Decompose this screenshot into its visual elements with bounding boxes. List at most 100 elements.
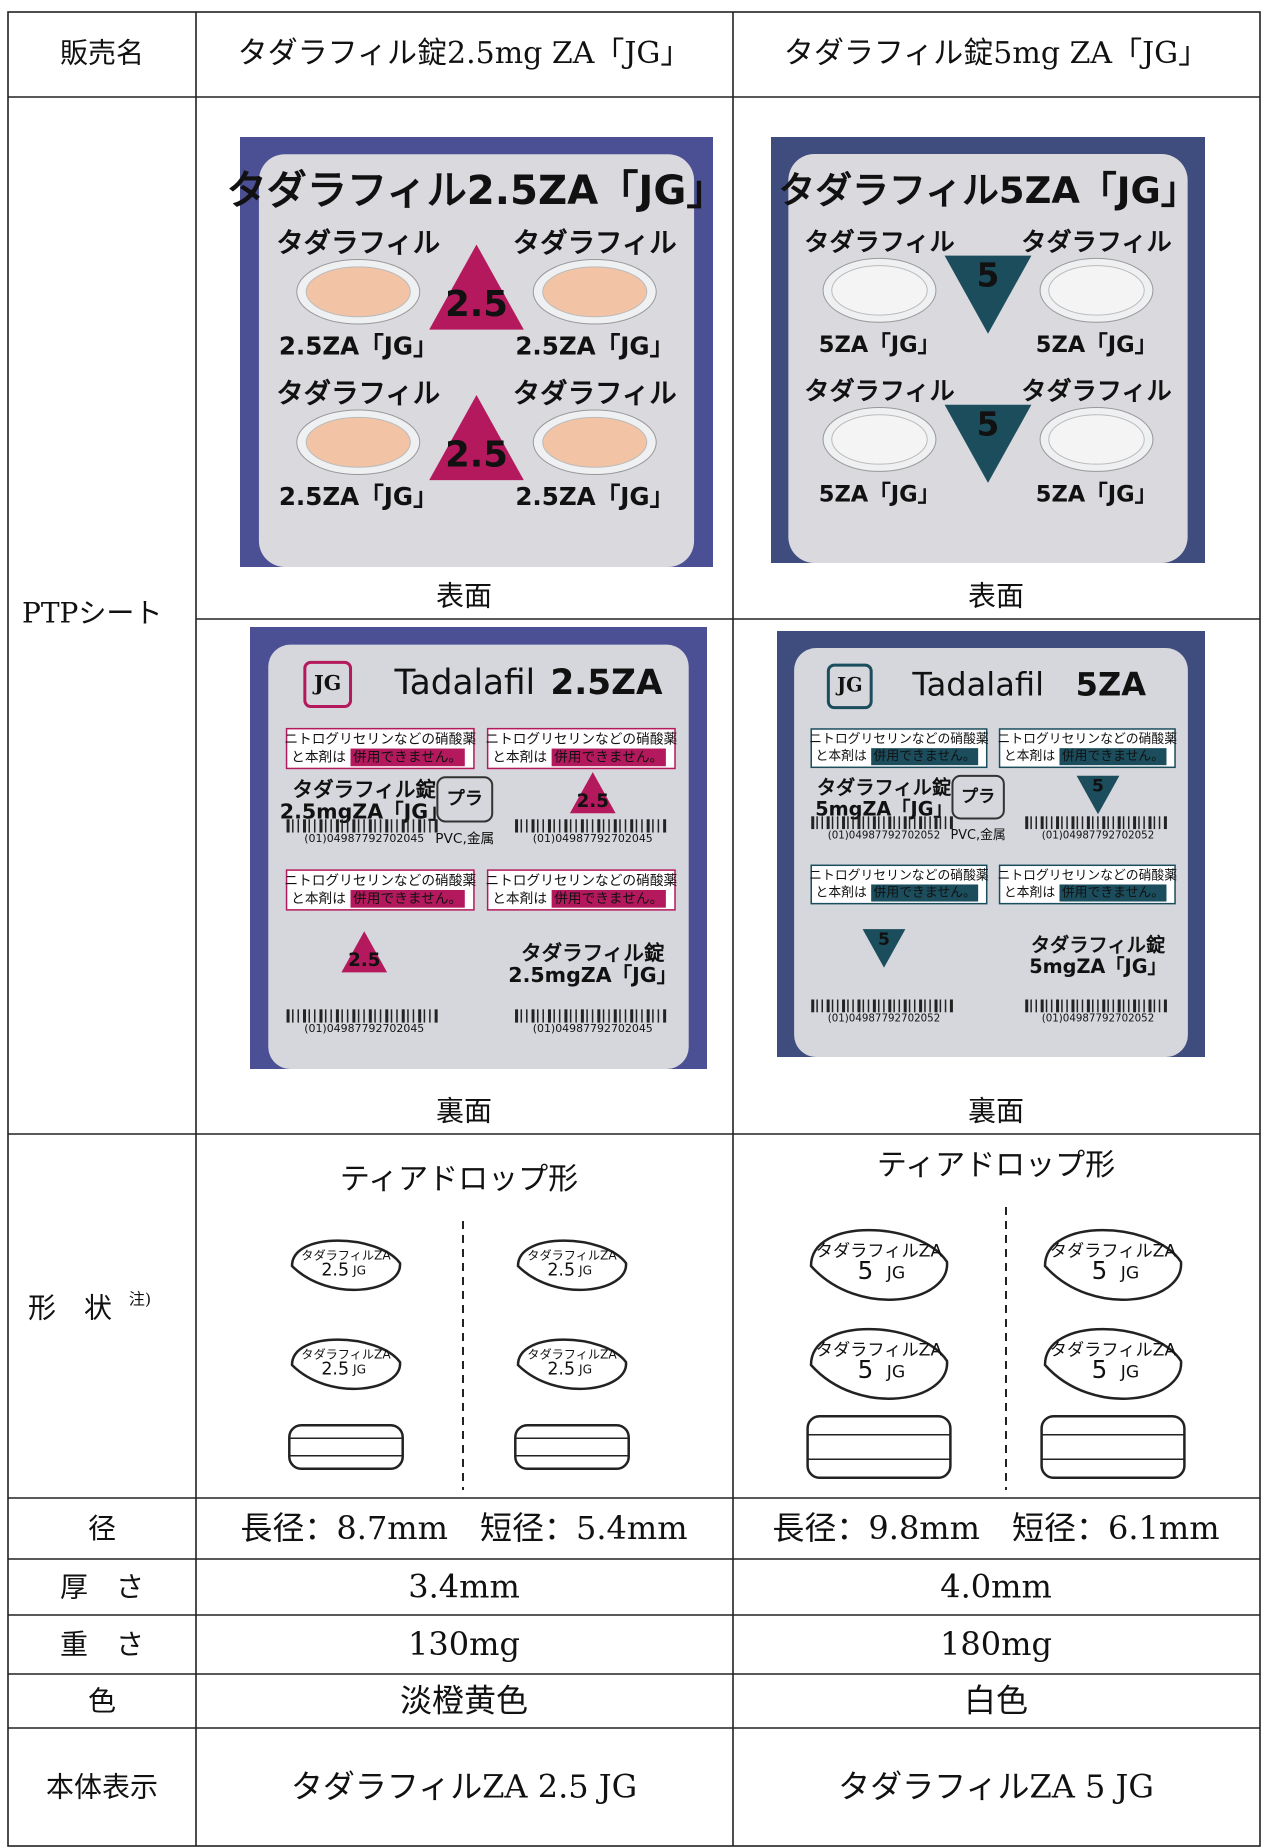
imprint: JG — [886, 1362, 905, 1382]
barcode-bar — [308, 819, 310, 833]
barcode-bar — [374, 1009, 376, 1023]
barcode-bar — [652, 1009, 654, 1023]
barcode-bar — [1030, 999, 1032, 1013]
barcode-bar — [878, 999, 880, 1013]
barcode-bar — [368, 819, 372, 833]
barcode-text: (01)04987792702045 — [304, 832, 424, 845]
barcode-bar — [883, 999, 885, 1013]
barcode-bar — [893, 999, 895, 1013]
row-label: 径 — [88, 1512, 116, 1545]
ptp-code: 5ZA「JG」 — [819, 332, 940, 358]
barcode-bar — [1045, 999, 1048, 1013]
barcode-bar — [385, 819, 389, 833]
barcode-bar — [390, 819, 393, 833]
barcode-bar — [547, 819, 551, 833]
imprint: JG — [352, 1363, 366, 1377]
warning-highlight — [1059, 884, 1167, 902]
barcode-bar — [368, 1009, 372, 1023]
barcode-bar — [547, 1009, 551, 1023]
ptp-back-sheet — [268, 644, 689, 1069]
barcode-bar — [867, 816, 870, 830]
imprint: タダラフィルZA — [816, 1341, 943, 1361]
barcode-bar — [847, 816, 849, 830]
barcode-bar — [1107, 999, 1109, 1013]
barcode-bar — [1025, 999, 1029, 1013]
barcode-bar — [580, 1009, 584, 1023]
barcode-bar — [913, 816, 916, 830]
warning-text: と本剤は — [1004, 748, 1055, 764]
barcode-bar — [1066, 999, 1068, 1013]
barcode-bar — [308, 1009, 310, 1023]
barcode-bar — [313, 1009, 316, 1023]
strength-mark: 2.5 — [577, 791, 609, 812]
row-label-note: 注) — [129, 1290, 151, 1309]
barcode-bar — [286, 1009, 290, 1023]
barcode-bar — [374, 819, 376, 833]
barcode-bar — [898, 816, 901, 830]
row-label: 重 さ — [60, 1628, 144, 1661]
barcode-bar — [826, 816, 830, 830]
barcode-bar — [831, 999, 834, 1013]
barcode-bar — [564, 819, 568, 833]
warning-text: と本剤は — [291, 891, 346, 907]
row-label: 形 状 — [28, 1292, 112, 1325]
barcode-text: (01)04987792702045 — [533, 832, 653, 845]
imprint: JG — [352, 1264, 366, 1278]
barcode-bar — [624, 819, 627, 833]
value-cell: 長径：8.7mm 短径：5.4mm — [240, 1509, 687, 1547]
warning-text: ニトログリセリンなどの硝酸薬 — [485, 873, 677, 889]
warning-text: ニトログリセリンなどの硝酸薬 — [998, 732, 1178, 747]
ptp-code: 5ZA「JG」 — [1036, 332, 1157, 358]
strength-mark: 2.5 — [445, 284, 508, 325]
recycle-text: PVC,金属 — [435, 831, 494, 847]
barcode-bar — [1112, 999, 1115, 1013]
barcode-bar — [635, 1009, 638, 1023]
strength-triangle — [944, 404, 1032, 483]
barcode-bar — [811, 816, 815, 830]
barcode-bar — [1122, 999, 1125, 1013]
warning-text: 併用できません。 — [554, 891, 663, 907]
barcode-bar — [630, 819, 634, 833]
back-name: タダラフィル錠 — [1031, 934, 1166, 957]
barcode-bar — [1138, 816, 1140, 830]
barcode-bar — [542, 1009, 544, 1023]
barcode-bar — [341, 819, 343, 833]
recycle-text: PVC,金属 — [951, 827, 1006, 843]
header-cell: 販売名 — [60, 37, 144, 70]
barcode-bar — [564, 1009, 568, 1023]
imprint: タダラフィルZA — [527, 1247, 617, 1262]
barcode-bar — [319, 819, 323, 833]
barcode-bar — [515, 819, 519, 833]
back-strength: 5ZA — [1076, 665, 1147, 703]
barcode-bar — [313, 819, 316, 833]
sheet-caption: 裏面 — [436, 1095, 492, 1128]
barcode-bar — [542, 819, 544, 833]
barcode-bar — [842, 816, 846, 830]
barcode-bar — [515, 1009, 519, 1023]
recycle-mark: プラ — [961, 786, 995, 807]
strength-triangle — [429, 244, 524, 330]
barcode-bar — [429, 1009, 431, 1023]
tablet-outline — [809, 1229, 949, 1301]
ptp-code: 2.5ZA「JG」 — [279, 482, 438, 511]
warning-highlight — [350, 889, 465, 908]
barcode-bar — [319, 1009, 323, 1023]
barcode-bar — [816, 816, 818, 830]
table-border — [7, 11, 1261, 1847]
tablet — [305, 416, 411, 468]
barcode-bar — [898, 999, 901, 1013]
imprint: 2.5 — [321, 1359, 349, 1379]
barcode-bar — [401, 1009, 405, 1023]
ptp-title: タダラフィル2.5ZA「JG」 — [226, 168, 726, 214]
barcode-bar — [1035, 816, 1038, 830]
tablet-outline — [516, 1338, 628, 1391]
row-label: PTPシート — [22, 597, 162, 630]
back-name: 5mgZA「JG」 — [815, 797, 953, 820]
barcode-bar — [608, 1009, 610, 1023]
barcode-bar — [944, 816, 947, 830]
barcode-bar — [816, 999, 818, 1013]
tablet-side — [514, 1424, 630, 1470]
barcode-bar — [826, 999, 830, 1013]
tablet — [542, 416, 648, 468]
